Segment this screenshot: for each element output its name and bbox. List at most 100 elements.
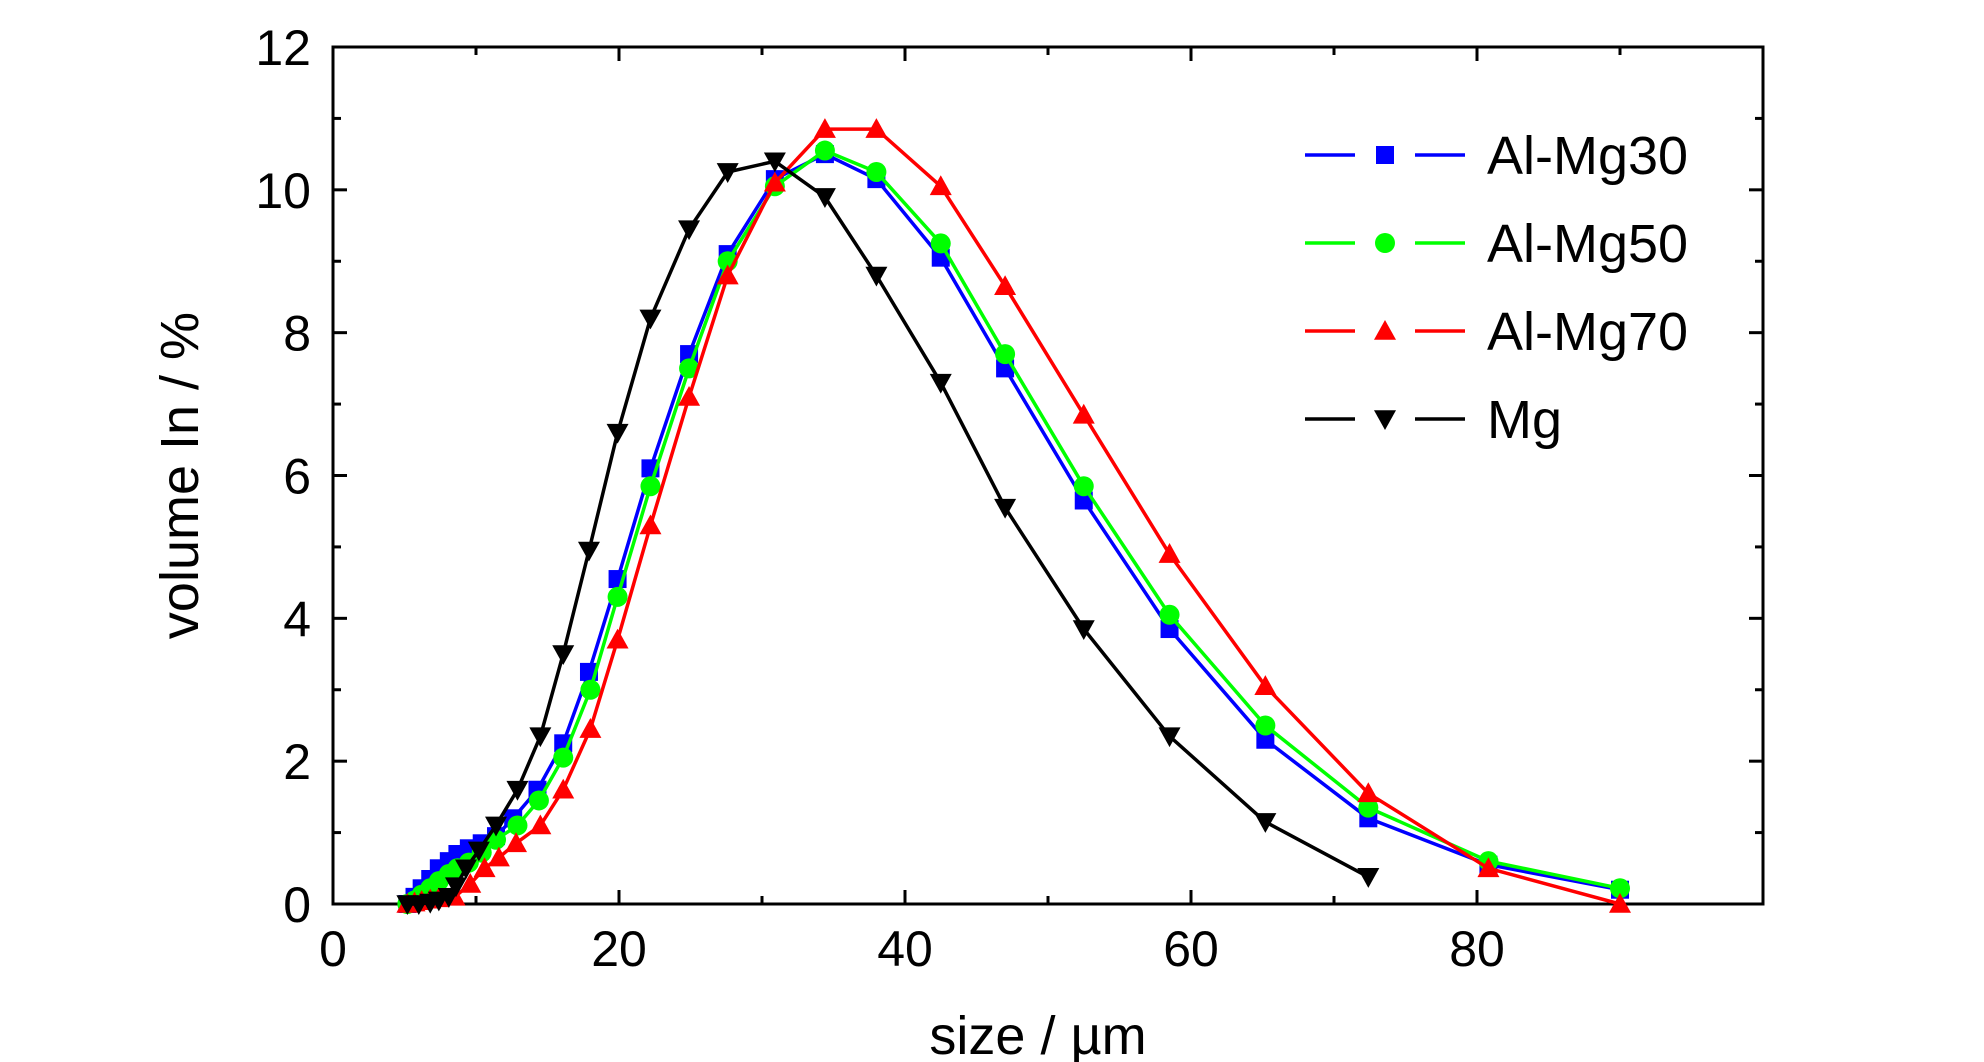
data-point xyxy=(1477,857,1500,878)
y-tick-label: 10 xyxy=(255,163,311,219)
data-point xyxy=(865,266,888,287)
y-tick-label: 4 xyxy=(283,591,311,647)
y-tick-label: 12 xyxy=(255,20,311,76)
data-point xyxy=(1159,604,1180,625)
axes: 0 20 40 60 80 0 2 4 6 8 10 12 size / µm volume In / % xyxy=(150,20,1765,1062)
series-al-mg70 xyxy=(396,118,1631,913)
data-point xyxy=(1072,403,1095,424)
data-point xyxy=(763,152,786,173)
data-point xyxy=(716,163,739,183)
data-point xyxy=(528,790,549,811)
data-point xyxy=(1609,893,1631,913)
data-point xyxy=(606,628,629,649)
data-point xyxy=(473,857,496,878)
data-point xyxy=(454,859,477,880)
data-point xyxy=(1254,813,1277,833)
series-mg xyxy=(396,152,1380,915)
data-point xyxy=(444,877,467,898)
data-point xyxy=(866,161,887,182)
legend-item: Al-Mg30 xyxy=(1305,126,1688,186)
y-tick-label: 8 xyxy=(283,306,311,362)
data-point xyxy=(606,423,629,444)
data-point xyxy=(994,498,1017,519)
data-point xyxy=(1357,782,1380,803)
legend-label: Al-Mg70 xyxy=(1487,302,1688,362)
data-point xyxy=(639,309,662,330)
data-point xyxy=(929,373,952,394)
x-tick-label: 60 xyxy=(1163,921,1219,977)
legend-item: Al-Mg50 xyxy=(1305,214,1688,274)
data-point xyxy=(580,679,601,700)
legend: Al-Mg30 Al-Mg50 Al-Mg70 Mg xyxy=(1305,126,1688,450)
data-point xyxy=(929,175,952,196)
series-al-mg30 xyxy=(398,145,1629,913)
data-point xyxy=(553,747,574,768)
data-point xyxy=(639,514,662,535)
legend-label: Mg xyxy=(1487,390,1562,450)
data-point xyxy=(529,727,552,748)
x-tick-label: 20 xyxy=(591,921,647,977)
data-point xyxy=(1610,878,1630,899)
series-layer xyxy=(396,118,1631,915)
data-point xyxy=(1073,476,1094,497)
data-point xyxy=(607,586,628,607)
data-point xyxy=(1158,727,1181,748)
legend-marker xyxy=(1374,320,1396,340)
data-point xyxy=(506,780,529,801)
data-point xyxy=(1158,543,1181,563)
series-line xyxy=(406,152,1621,906)
data-point xyxy=(814,140,835,161)
x-tick-label: 0 xyxy=(319,921,347,977)
data-point xyxy=(552,778,575,799)
x-tick-label: 40 xyxy=(877,921,933,977)
data-point xyxy=(487,846,510,867)
y-tick-label: 0 xyxy=(283,877,311,933)
data-point xyxy=(1256,730,1275,749)
data-point xyxy=(505,832,528,853)
data-point xyxy=(994,275,1017,296)
legend-item: Mg xyxy=(1305,390,1562,450)
data-point xyxy=(679,358,700,379)
data-point xyxy=(529,814,552,835)
data-point xyxy=(552,645,575,666)
legend-marker xyxy=(1375,233,1395,253)
series-line xyxy=(407,127,1621,906)
data-point xyxy=(1072,620,1095,641)
x-tick-label: 80 xyxy=(1449,921,1505,977)
data-point xyxy=(1254,675,1277,695)
series-line xyxy=(407,159,1370,906)
data-point xyxy=(579,718,602,738)
legend-marker xyxy=(1374,410,1396,430)
legend-label: Al-Mg50 xyxy=(1487,214,1688,274)
data-point xyxy=(467,841,490,862)
data-point xyxy=(813,118,836,138)
data-point xyxy=(930,233,951,254)
data-point xyxy=(577,541,600,562)
data-point xyxy=(995,344,1016,365)
x-axis-title: size / µm xyxy=(929,1006,1146,1062)
data-point xyxy=(716,264,739,285)
data-point xyxy=(459,873,482,893)
data-point xyxy=(678,220,701,241)
data-point xyxy=(1255,715,1276,736)
data-point xyxy=(865,118,888,138)
legend-item: Al-Mg70 xyxy=(1305,302,1688,362)
data-point xyxy=(763,171,786,192)
series-line xyxy=(406,148,1621,906)
data-point xyxy=(507,815,528,836)
data-point xyxy=(1358,797,1379,818)
data-point xyxy=(813,188,836,208)
y-axis-title: volume In / % xyxy=(150,312,210,639)
data-point xyxy=(1357,868,1380,888)
y-tick-label: 6 xyxy=(283,449,311,505)
data-point xyxy=(485,816,508,837)
data-point xyxy=(640,476,661,497)
data-point xyxy=(678,385,701,406)
series-al-mg50 xyxy=(397,140,1630,914)
y-tick-label: 2 xyxy=(283,734,311,790)
legend-marker xyxy=(1376,146,1394,164)
data-point xyxy=(1160,620,1179,639)
legend-label: Al-Mg30 xyxy=(1487,126,1688,186)
